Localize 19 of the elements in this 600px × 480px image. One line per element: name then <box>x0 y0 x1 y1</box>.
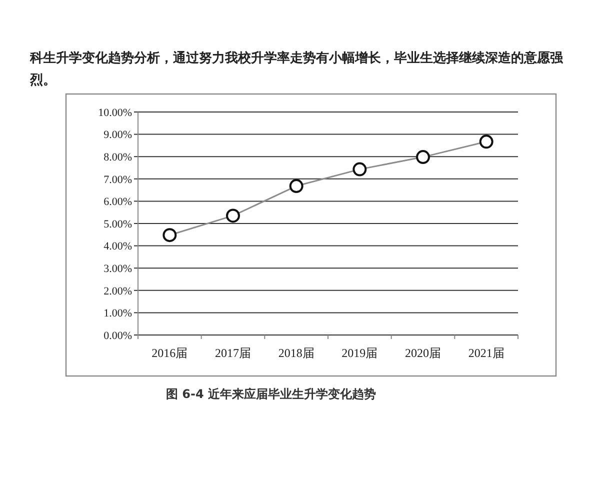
y-tick-label: 5.00% <box>104 218 132 230</box>
x-tick-label: 2018届 <box>278 346 314 360</box>
y-tick-label: 0.00% <box>104 330 132 342</box>
y-tick-label: 8.00% <box>104 151 132 164</box>
y-tick-label: 3.00% <box>104 262 132 275</box>
text: 图 6-4 近年来应届毕业生升学变化趋势 <box>166 387 376 401</box>
x-tick-label: 2016届 <box>152 346 188 360</box>
y-tick-label: 4.00% <box>104 240 132 253</box>
y-tick-label: 1.00% <box>104 308 132 320</box>
y-tick-label: 10.00% <box>98 106 132 119</box>
text: 科生升学变化趋势分析，通过努力我校升学率走势有小幅增长，毕业生选择继续深造的意愿强烈。 <box>28 50 564 90</box>
x-tick-label: 2019届 <box>342 346 378 360</box>
y-tick-label: 2.00% <box>104 285 132 298</box>
x-tick-label: 2017届 <box>215 346 251 360</box>
y-tick-label: 7.00% <box>104 174 132 186</box>
y-tick-label: 6.00% <box>104 196 132 208</box>
x-tick-label: 2020届 <box>405 346 441 360</box>
y-tick-label: 9.00% <box>104 129 132 142</box>
x-tick-label: 2021届 <box>468 346 504 360</box>
